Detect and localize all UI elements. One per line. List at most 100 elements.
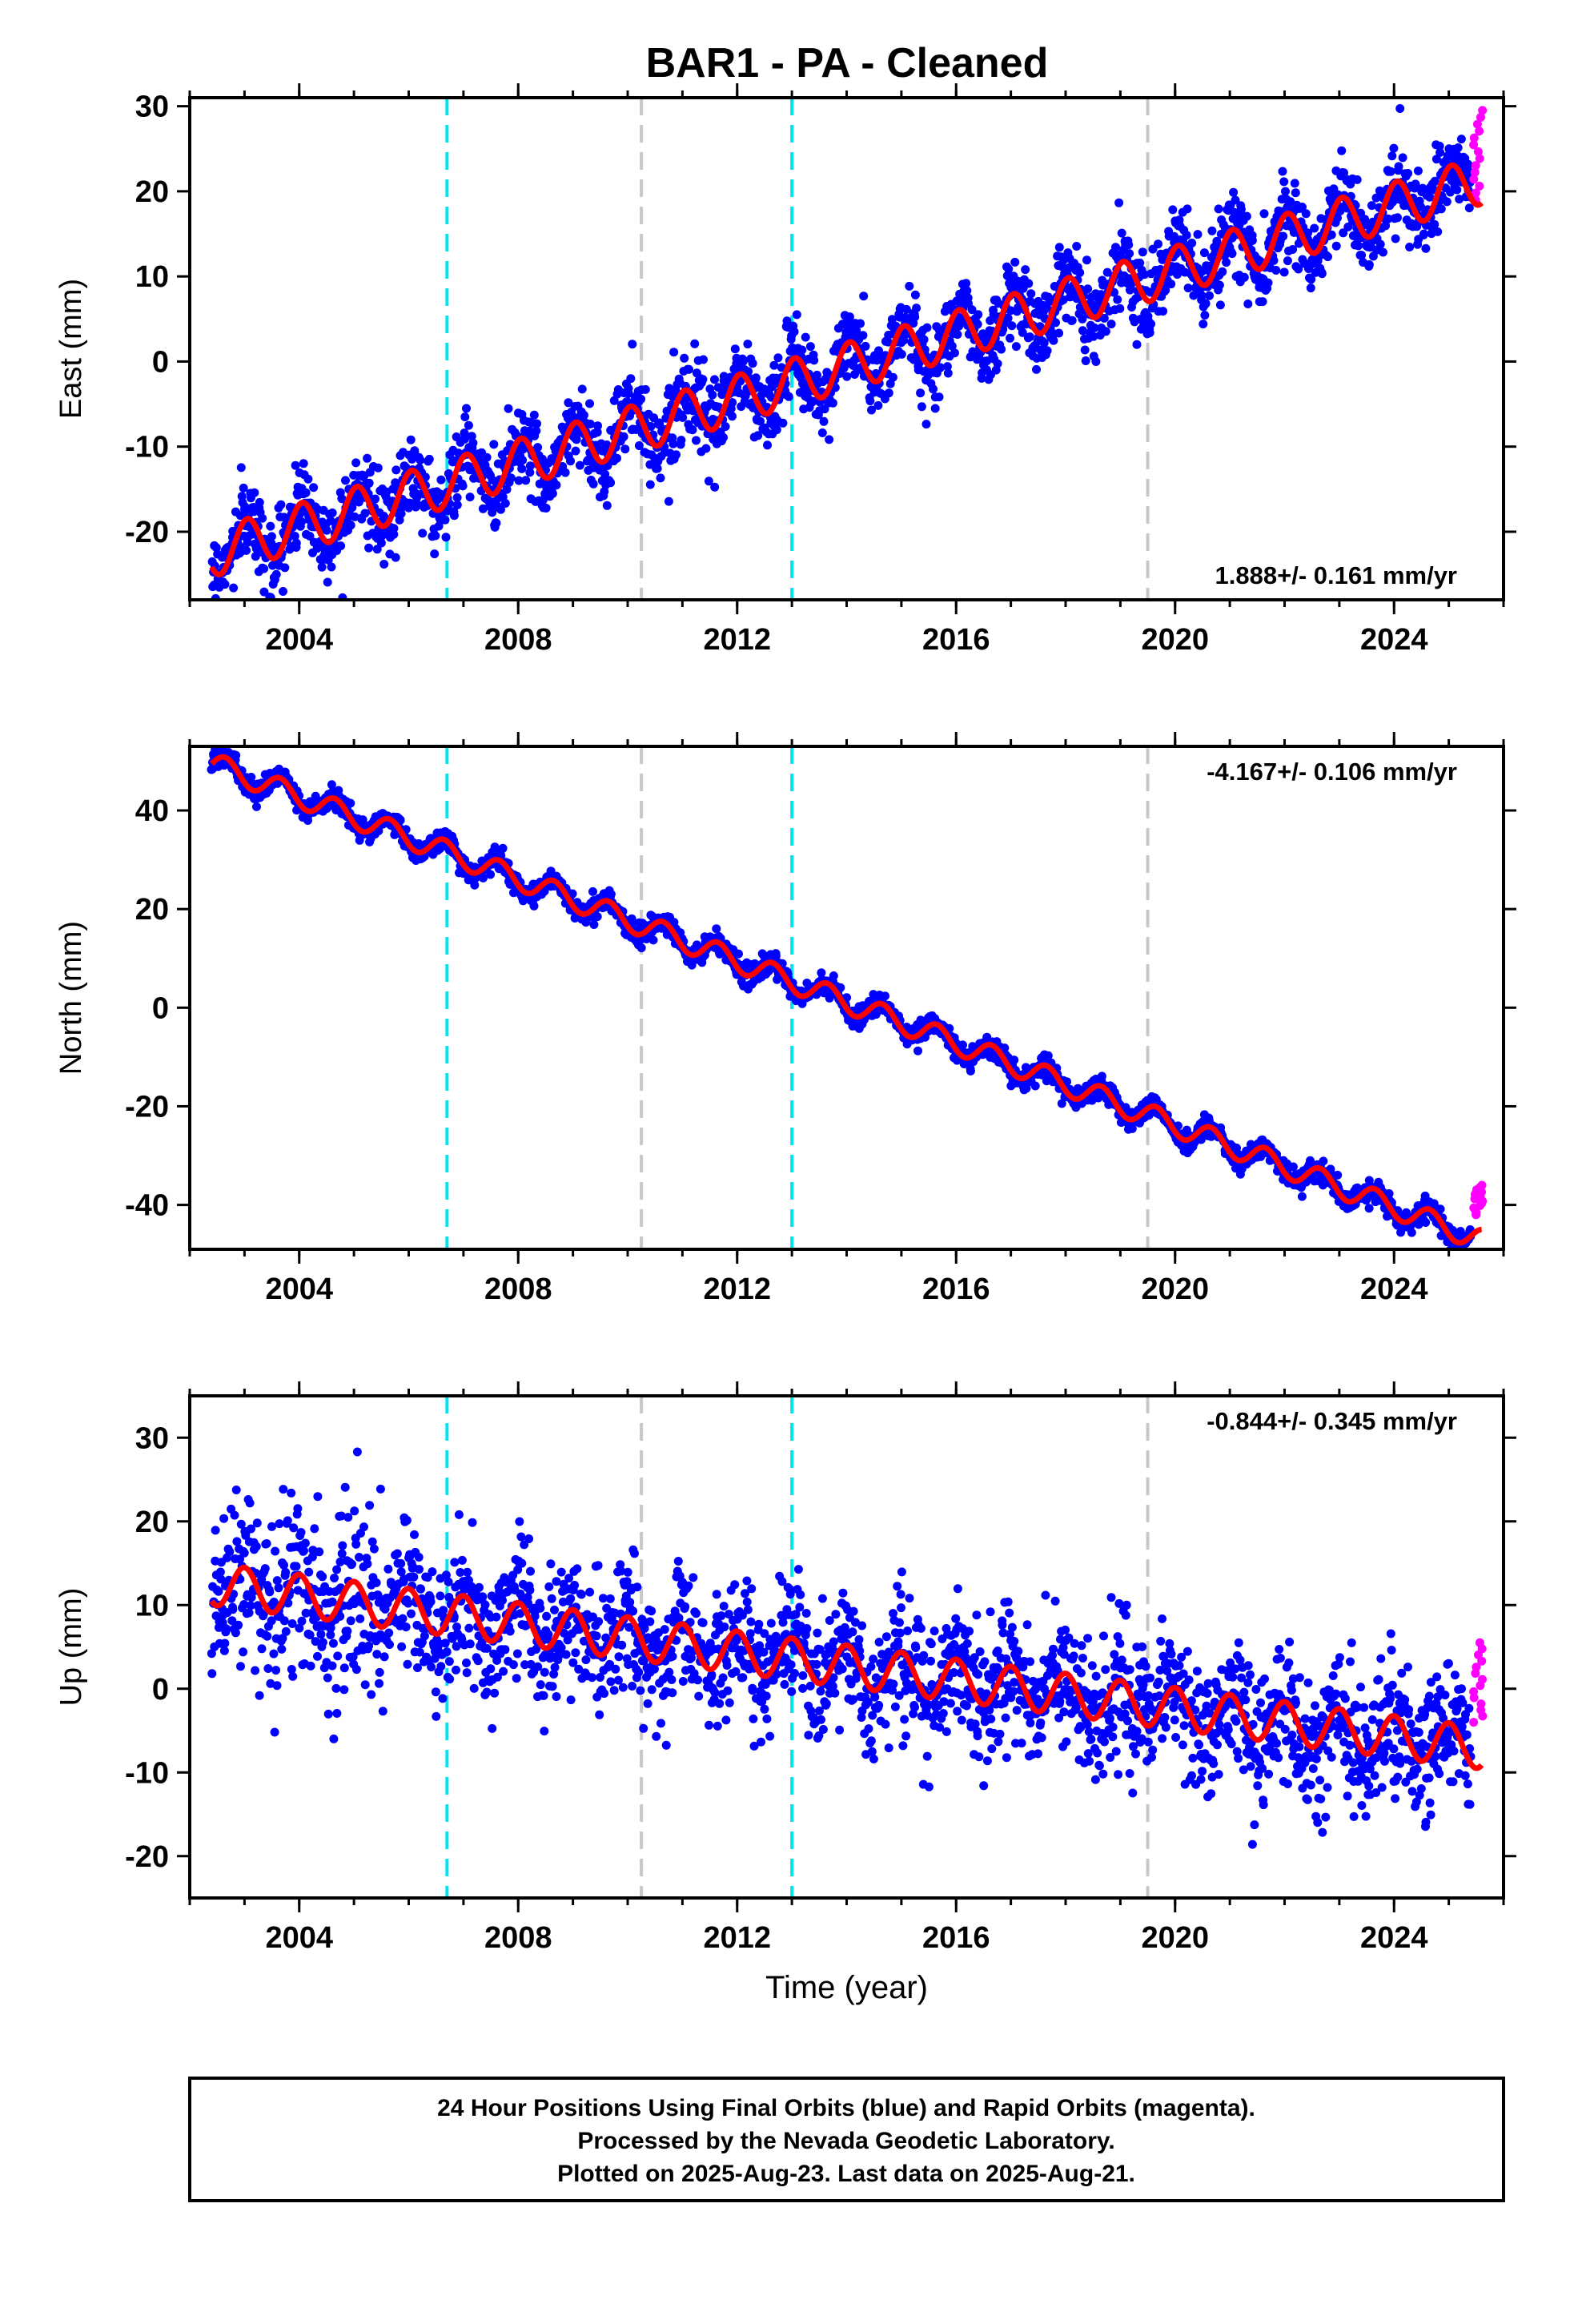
final-orbit-point (645, 480, 655, 489)
final-orbit-point (628, 340, 637, 349)
final-orbit-point (379, 560, 389, 569)
final-orbit-point (685, 364, 693, 374)
final-orbit-point (262, 1539, 271, 1548)
final-orbit-point (281, 1626, 291, 1636)
final-orbit-point (1187, 239, 1197, 247)
rapid-orbit-point (1475, 127, 1484, 136)
x-tick-label: 2012 (703, 1273, 771, 1306)
final-orbit-point (490, 842, 500, 852)
final-orbit-point (360, 509, 370, 518)
final-orbit-point (1364, 1204, 1374, 1213)
final-orbit-point (829, 971, 838, 980)
final-orbit-point (710, 482, 720, 492)
final-orbit-point (1006, 306, 1015, 316)
final-orbit-point (391, 553, 400, 562)
final-orbit-point (460, 434, 469, 444)
x-tick-label: 2004 (265, 1273, 333, 1306)
final-orbit-point (518, 456, 528, 465)
final-orbit-point (529, 901, 539, 911)
final-orbit-point (219, 1514, 229, 1523)
final-orbit-point (389, 529, 399, 539)
final-orbit-point (1161, 286, 1170, 295)
final-orbit-point (1197, 291, 1207, 300)
final-orbit-point (1464, 159, 1473, 169)
final-orbit-point (1054, 243, 1064, 252)
final-orbit-point (252, 802, 261, 811)
final-orbit-point (1278, 167, 1287, 176)
final-orbit-point (242, 545, 251, 555)
final-orbit-point (1099, 313, 1109, 323)
final-orbit-point (326, 516, 335, 525)
final-orbit-point (1003, 313, 1013, 323)
final-orbit-point (263, 1664, 273, 1673)
final-orbit-point (652, 464, 662, 473)
final-orbit-point (1089, 332, 1098, 341)
final-orbit-point (255, 497, 264, 507)
final-orbit-point (738, 356, 748, 366)
final-orbit-point (1215, 300, 1225, 310)
final-orbit-point (1075, 268, 1085, 277)
final-orbit-point (917, 402, 926, 412)
final-orbit-point (1006, 333, 1014, 343)
final-orbit-point (1403, 169, 1413, 178)
final-orbit-point (251, 1666, 260, 1675)
final-orbit-point (588, 887, 597, 896)
final-orbit-point (371, 494, 380, 504)
final-orbit-point (1263, 278, 1273, 287)
final-orbit-point (728, 412, 737, 421)
final-orbit-point (1231, 195, 1240, 205)
x-tick-label: 2024 (1360, 1273, 1428, 1306)
final-orbit-point (1200, 311, 1210, 320)
final-orbit-point (769, 360, 779, 370)
final-orbit-point (449, 511, 459, 521)
final-orbit-point (1049, 336, 1058, 345)
final-orbit-point (231, 1628, 240, 1638)
x-tick-label: 2024 (1360, 623, 1428, 657)
final-orbit-point (646, 422, 656, 431)
final-orbit-point (778, 418, 788, 428)
y-tick-label: 0 (152, 991, 169, 1025)
final-orbit-point (947, 341, 957, 351)
final-orbit-point (1051, 318, 1060, 328)
final-orbit-point (1007, 321, 1017, 331)
final-orbit-point (784, 392, 793, 401)
final-orbit-point (1182, 204, 1192, 214)
final-orbit-point (1291, 188, 1300, 198)
final-orbit-point (734, 949, 743, 959)
final-orbit-point (478, 504, 488, 513)
final-orbit-point (479, 873, 488, 883)
rapid-orbit-points (1469, 106, 1488, 204)
final-orbit-point (231, 1486, 241, 1494)
final-orbit-point (496, 505, 505, 514)
final-orbit-point (1436, 204, 1446, 214)
final-orbit-point (452, 493, 462, 502)
final-orbit-point (845, 312, 854, 322)
final-orbit-point (861, 341, 870, 351)
rapid-orbit-point (1476, 113, 1485, 122)
y-tick-label: 0 (152, 345, 169, 379)
final-orbit-point (1453, 143, 1463, 152)
final-orbit-point (656, 473, 665, 483)
final-orbit-point (858, 331, 868, 340)
final-orbit-point (1030, 1081, 1040, 1091)
velocity-annotation: 1.888+/- 0.161 mm/yr (1215, 561, 1457, 589)
final-orbit-point (468, 438, 478, 448)
final-orbit-point (1021, 265, 1030, 275)
final-orbit-point (1145, 328, 1154, 337)
final-orbit-point (247, 773, 256, 782)
final-orbit-point (809, 356, 819, 365)
final-orbit-point (1032, 364, 1041, 374)
final-orbit-point (1082, 255, 1091, 265)
final-orbit-point (1183, 283, 1193, 293)
final-orbit-point (606, 890, 616, 899)
final-orbit-point (529, 410, 539, 420)
final-orbit-point (1124, 240, 1134, 250)
final-orbit-point (489, 440, 499, 449)
final-orbit-point (1411, 179, 1420, 189)
final-orbit-point (1419, 229, 1428, 239)
final-orbit-point (883, 337, 893, 347)
final-orbit-point (279, 1616, 289, 1626)
final-orbit-point (789, 327, 799, 336)
final-orbit-point (585, 420, 595, 428)
